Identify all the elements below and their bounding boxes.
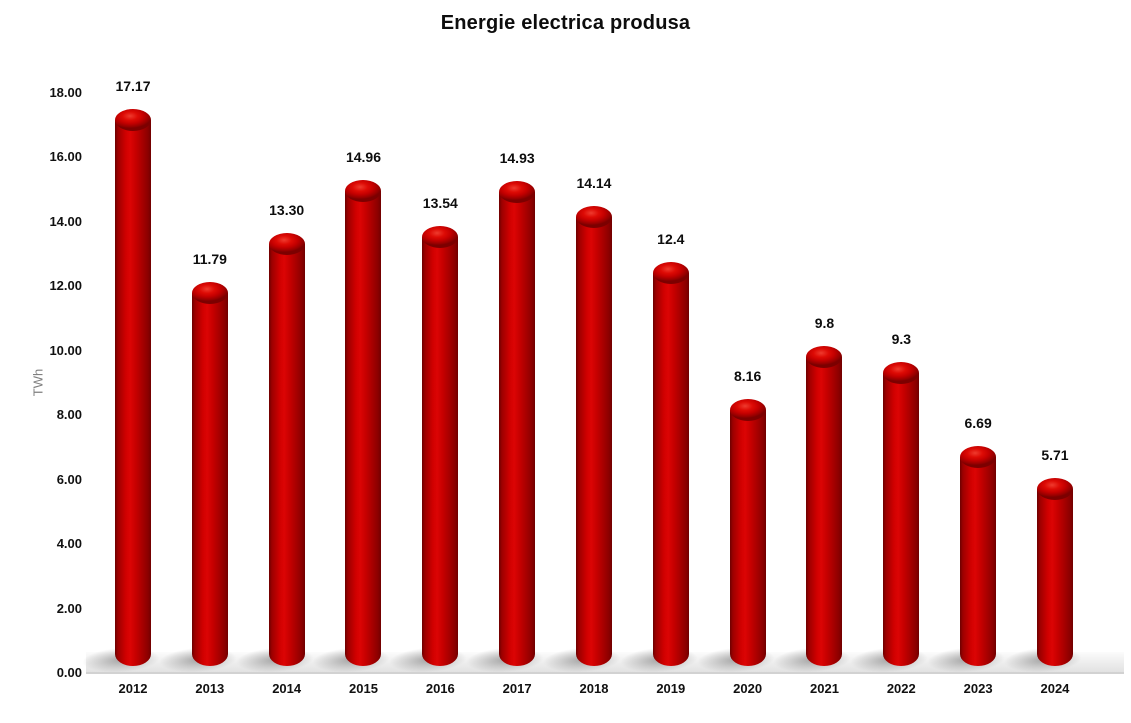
bar-2016 [422,236,459,666]
bar-2018 [575,217,612,666]
bar-value-label: 14.96 [345,148,381,165]
bar-2017 [499,191,536,666]
bar-value-label: 6.69 [964,415,992,432]
y-tick-label: 16.00 [49,149,82,165]
bar-value-label: 17.17 [115,77,151,94]
bar-top-dome [1036,478,1073,500]
bar-top-dome [575,206,612,229]
x-tick-label: 2017 [502,681,532,696]
chart-title: Energie electrica produsa [440,12,691,34]
bar-2013 [191,293,228,666]
bar-top-dome [806,346,843,369]
bar-2020 [729,410,766,666]
x-tick-label: 2015 [349,681,378,696]
y-axis-title: TWh [30,368,46,397]
bar-value-label: 12.4 [657,231,685,248]
bar-top-dome [191,282,228,305]
bar-top-dome [115,108,151,131]
x-tick-label: 2019 [656,681,686,696]
bar-value-label: 13.54 [422,194,458,211]
bar-2012 [115,119,151,666]
x-tick-label: 2013 [195,681,225,696]
y-tick-label: 0.00 [56,665,82,680]
x-axis-line [86,672,1124,674]
bar-value-label: 9.8 [814,315,835,332]
bar-top-dome [499,180,536,203]
x-tick-label: 2022 [886,681,916,696]
bar-2022 [883,373,920,666]
bar-value-label: 8.16 [734,368,762,385]
x-tick-label: 2012 [118,681,148,696]
bar-value-label: 11.79 [192,251,227,268]
y-tick-label: 2.00 [56,600,82,616]
bar-top-dome [729,399,766,422]
bar-value-label: 14.93 [499,149,535,166]
x-tick-label: 2023 [963,681,993,696]
bar-value-label: 14.14 [576,175,612,192]
bar-2014 [268,244,305,666]
y-tick-label: 14.00 [49,213,82,229]
x-tick-label: 2018 [579,681,609,696]
x-tick-label: 2021 [810,681,839,696]
bar-top-dome [268,233,305,256]
y-tick-label: 8.00 [56,407,82,423]
x-tick-label: 2020 [733,681,763,696]
y-tick-label: 6.00 [56,471,82,487]
x-tick-label: 2016 [425,681,455,696]
y-tick-label: 10.00 [49,342,82,358]
bar-top-dome [422,225,459,248]
bar-2015 [345,190,382,666]
bar-value-label: 5.71 [1041,447,1069,463]
bar-2019 [652,273,689,666]
bar-top-dome [883,362,920,385]
bar-value-label: 13.30 [269,202,305,219]
y-tick-label: 18.00 [49,85,82,100]
y-tick-label: 4.00 [56,536,82,552]
bar-value-label: 9.3 [891,331,912,348]
bar-2021 [806,357,843,666]
x-tick-label: 2024 [1040,681,1070,696]
bar-top-dome [652,262,689,285]
bar-2024 [1036,489,1073,666]
y-tick-label: 12.00 [49,278,82,294]
bar-2023 [960,457,997,666]
x-tick-label: 2014 [272,681,302,696]
bar-top-dome [345,179,382,202]
bar-top-dome [960,446,997,469]
